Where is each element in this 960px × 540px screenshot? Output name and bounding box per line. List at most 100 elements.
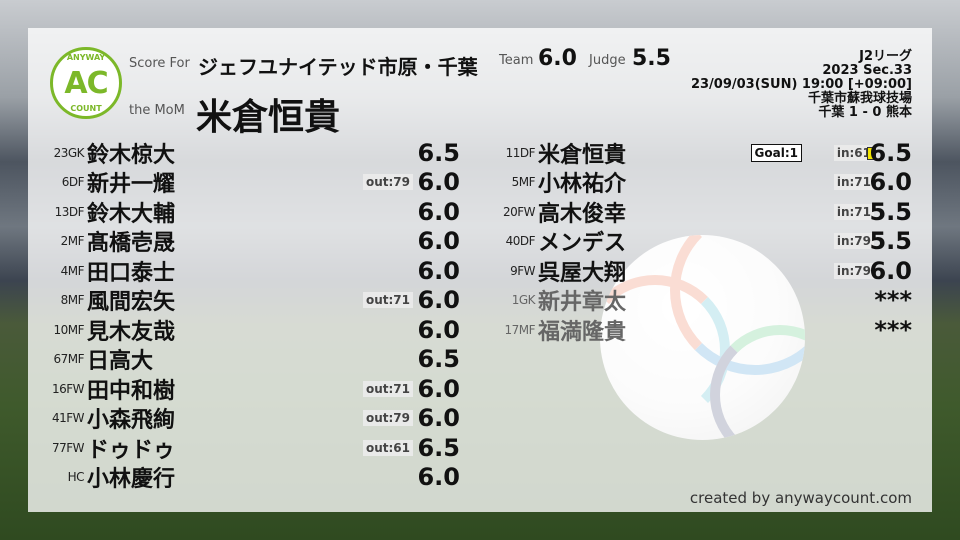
- player-name: 田中和樹: [87, 378, 176, 404]
- player-name: 小森飛絢: [87, 408, 176, 433]
- player-row: 13DF 鈴木大輔 6.0: [32, 197, 460, 227]
- section: 2023 Sec.33: [822, 63, 912, 78]
- player-row: 1GK 新井章太 ***: [483, 286, 912, 315]
- player-position: 20FW: [502, 204, 536, 219]
- player-row: 67MF 日高大 6.5: [32, 345, 460, 374]
- player-position: 13DF: [54, 204, 85, 219]
- player-score: 6.5: [417, 345, 460, 373]
- player-score: 6.0: [417, 374, 460, 403]
- player-row: 77FW ドゥドゥ out:61 6.5: [32, 433, 460, 463]
- sub-time-tag: in:71: [833, 174, 874, 190]
- player-row: 10MF 見木友哉 6.0: [32, 315, 460, 345]
- player-score: 6.0: [417, 315, 460, 344]
- datetime: 23/09/03(SUN) 19:00 [+09:00]: [690, 77, 912, 92]
- logo-text-top: ANYWAY: [66, 53, 106, 62]
- player-position: 67MF: [53, 352, 84, 366]
- player-position: HC: [67, 470, 85, 484]
- player-name: 鈴木大輔: [87, 201, 176, 227]
- player-score: 6.0: [417, 286, 460, 314]
- player-row: 6DF 新井一耀 out:79 6.0: [32, 168, 460, 197]
- player-position: 11DF: [505, 145, 536, 160]
- player-score: 6.0: [417, 227, 460, 255]
- player-score: 6.5: [869, 138, 912, 167]
- player-score: 6.0: [417, 197, 460, 226]
- player-name: 鈴木椋大: [87, 142, 176, 168]
- player-score: 6.0: [417, 256, 460, 285]
- player-name: メンデス: [538, 231, 627, 256]
- score-for-label: Score For: [129, 56, 190, 71]
- player-row: 4MF 田口泰士 6.0: [32, 256, 460, 286]
- player-score: 6.0: [869, 168, 912, 196]
- player-row: 8MF 風間宏矢 out:71 6.0: [32, 286, 460, 315]
- player-name: ドゥドゥ: [87, 437, 176, 463]
- player-name: 髙橋壱晟: [87, 231, 176, 256]
- player-name: 風間宏矢: [87, 290, 176, 315]
- sub-time-tag: out:61: [362, 439, 413, 456]
- player-position: 8MF: [60, 293, 85, 307]
- player-row: 40DF メンデス in:79 5.5: [483, 227, 912, 256]
- player-name: 見木友哉: [87, 319, 176, 345]
- goal-badge: Goal:1: [750, 143, 802, 162]
- player-row: 16FW 田中和樹 out:71 6.0: [32, 374, 460, 404]
- player-position: 17MF: [504, 322, 535, 337]
- league: J2リーグ: [859, 49, 912, 64]
- credit: created by anywaycount.com: [689, 489, 912, 507]
- player-position: 2MF: [60, 234, 85, 248]
- player-row: 11DF 米倉恒貴 in:61 Goal:1 6.5: [483, 138, 912, 168]
- venue: 千葉市蘇我球技場: [807, 91, 912, 106]
- player-score: 6.5: [417, 433, 460, 462]
- logo-text-center: AC: [64, 65, 108, 101]
- sub-time-tag: out:79: [362, 174, 413, 190]
- player-position: 23GK: [53, 145, 85, 160]
- player-position: 16FW: [51, 381, 85, 396]
- judge-label: Judge: [589, 53, 626, 68]
- player-name: 小林慶行: [87, 467, 176, 492]
- mom-label: the MoM: [129, 103, 185, 118]
- player-score: 6.5: [417, 138, 460, 167]
- player-position: 4MF: [60, 263, 85, 278]
- player-row: 9FW 呉屋大翔 in:79 6.0: [483, 256, 912, 286]
- player-row: 5MF 小林祐介 in:71 6.0: [483, 168, 912, 197]
- sub-time-tag: in:71: [833, 203, 874, 220]
- player-name: 高木俊幸: [538, 201, 627, 227]
- player-row: HC 小林慶行 6.0: [32, 463, 460, 492]
- yellow-card-icon: [867, 147, 876, 160]
- logo-text-bottom: COUNT: [70, 104, 102, 113]
- player-row: 20FW 高木俊幸 in:71 5.5: [483, 197, 912, 227]
- player-score: ***: [874, 286, 912, 314]
- team-name: ジェフユナイテッド市原・千葉: [198, 55, 478, 79]
- player-name: 小林祐介: [538, 172, 627, 197]
- sub-time-tag: in:79: [833, 233, 874, 249]
- sub-time-tag: out:71: [362, 380, 413, 397]
- player-score: 6.0: [869, 256, 912, 285]
- player-score: ***: [874, 315, 912, 344]
- player-score: 6.0: [417, 168, 460, 196]
- sub-time-tag: in:79: [833, 262, 874, 279]
- player-name: 日高大: [87, 349, 154, 374]
- mom-name: 米倉恒貴: [196, 97, 341, 138]
- player-position: 40DF: [505, 234, 536, 248]
- player-name: 福満隆貴: [538, 319, 627, 345]
- player-position: 6DF: [61, 175, 85, 189]
- player-score: 5.5: [869, 227, 912, 255]
- player-name: 田口泰士: [87, 260, 176, 286]
- sub-time-tag: out:79: [362, 410, 413, 426]
- player-position: 10MF: [53, 322, 84, 337]
- player-position: 1GK: [511, 293, 536, 307]
- judge-score: 5.5: [632, 46, 671, 71]
- player-row: 23GK 鈴木椋大 6.5: [32, 138, 460, 168]
- player-name: 新井一耀: [87, 172, 176, 197]
- player-position: 77FW: [51, 440, 85, 455]
- score-panel: [28, 28, 932, 512]
- player-score: 6.0: [417, 463, 460, 491]
- player-name: 米倉恒貴: [538, 142, 627, 168]
- player-score: 5.5: [869, 197, 912, 226]
- player-name: 新井章太: [538, 290, 627, 315]
- sub-time-tag: in:61: [833, 144, 874, 161]
- player-position: 9FW: [510, 263, 535, 278]
- team-score: 6.0: [538, 46, 577, 71]
- player-position: 41FW: [51, 411, 85, 425]
- match-info: J2リーグ 2023 Sec.33 23/09/03(SUN) 19:00 [+…: [691, 50, 912, 120]
- player-row: 17MF 福満隆貴 ***: [483, 315, 912, 345]
- result: 千葉 1 - 0 熊本: [818, 105, 912, 120]
